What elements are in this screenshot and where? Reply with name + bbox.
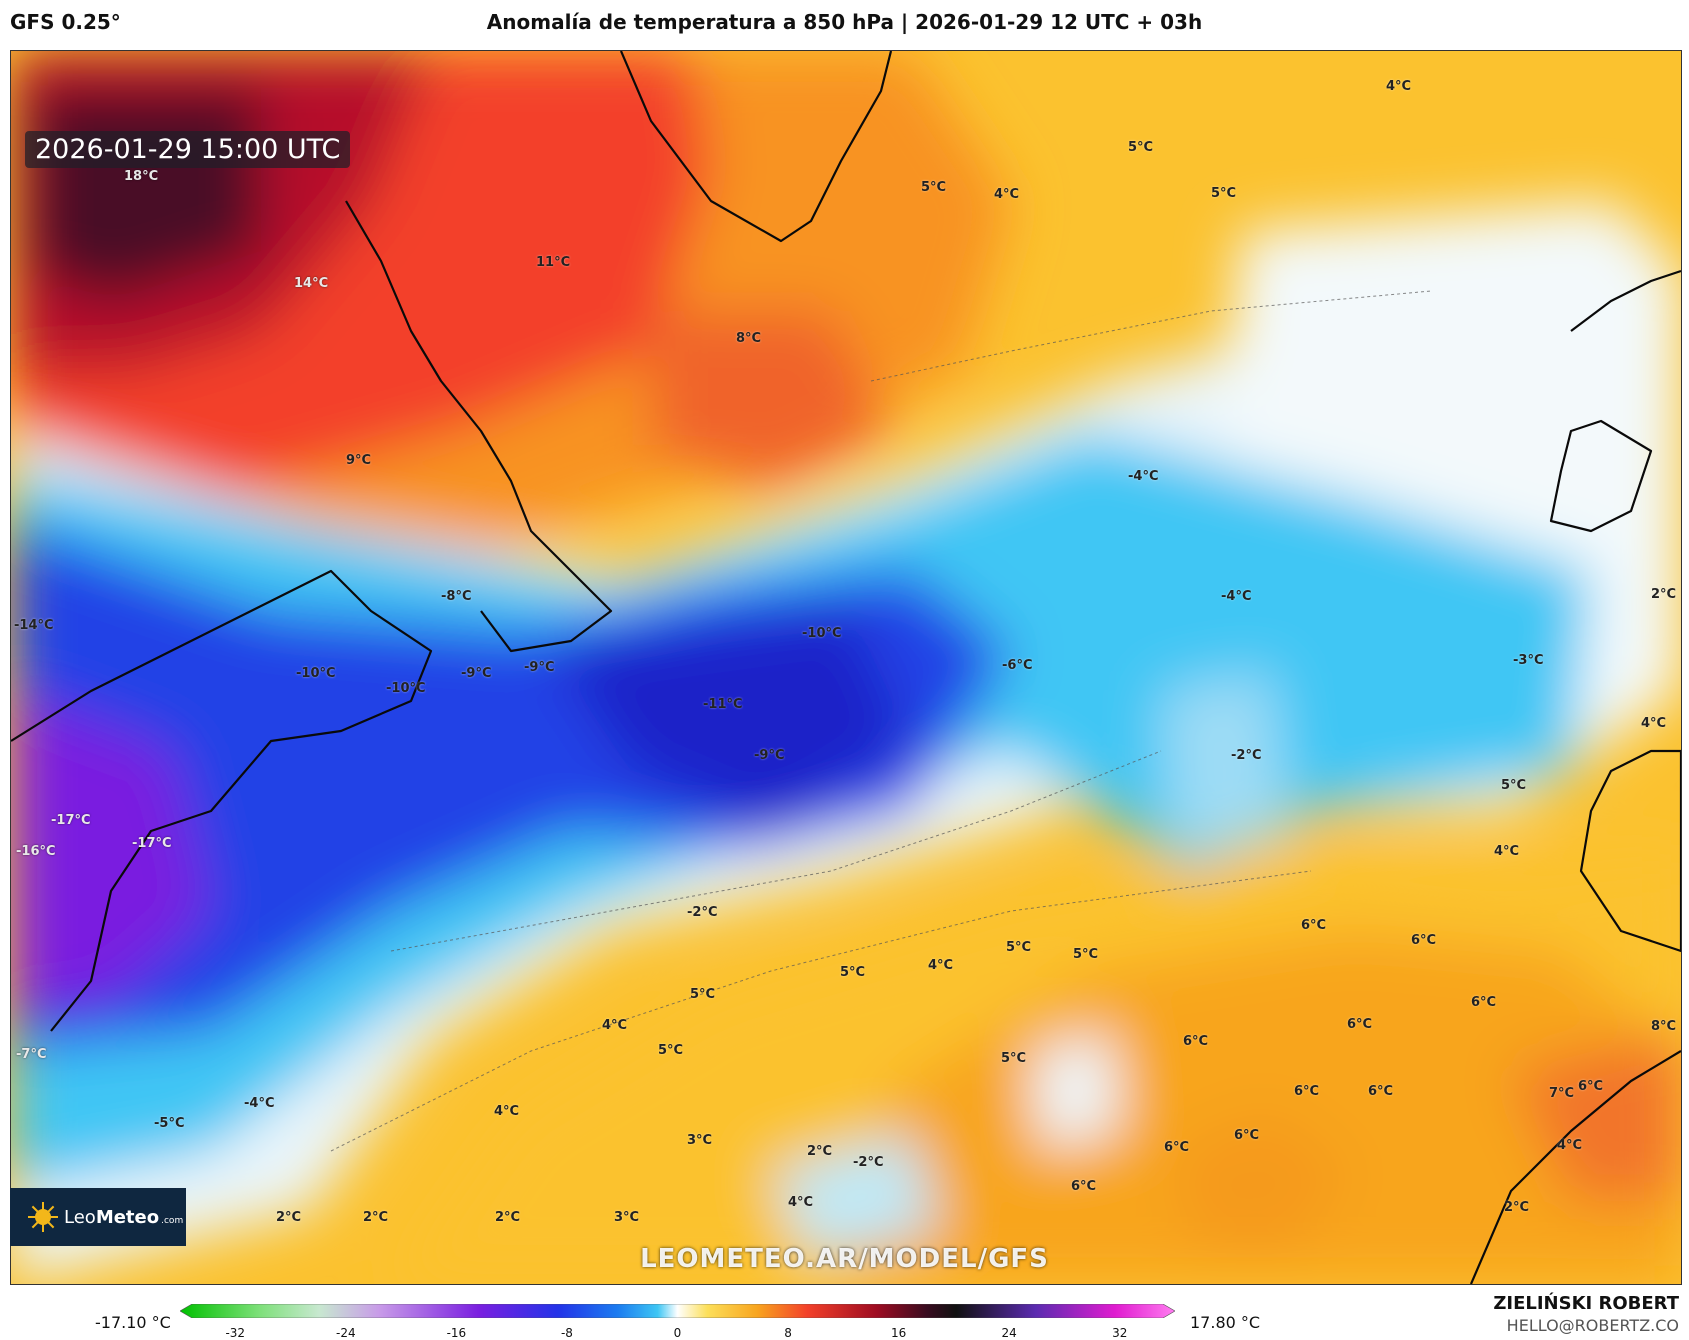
temperature-label: 6°C bbox=[1411, 933, 1437, 948]
scale-tick-label: 24 bbox=[1001, 1326, 1017, 1340]
temperature-label: 4°C bbox=[602, 1018, 628, 1033]
scale-tick-label: -24 bbox=[336, 1326, 356, 1340]
temperature-label: 5°C bbox=[840, 965, 866, 980]
temperature-label: 5°C bbox=[1006, 940, 1032, 955]
temperature-label: -17°C bbox=[132, 836, 172, 851]
temperature-label: 5°C bbox=[1128, 140, 1154, 155]
temperature-label: 6°C bbox=[1294, 1084, 1320, 1099]
temperature-label: 4°C bbox=[994, 187, 1020, 202]
temperature-label: -9°C bbox=[524, 660, 555, 675]
temperature-label: 4°C bbox=[1641, 716, 1667, 731]
temperature-label: 4°C bbox=[928, 958, 954, 973]
temperature-label: 8°C bbox=[736, 331, 762, 346]
temperature-label: -10°C bbox=[386, 681, 426, 696]
temperature-label: 6°C bbox=[1578, 1079, 1604, 1094]
temperature-label: 5°C bbox=[1501, 778, 1527, 793]
scale-max-value: 17.80 °C bbox=[1190, 1313, 1261, 1332]
temperature-anomaly-map[interactable]: 18°C 14°C 11°C 8°C 9°C 5°C 4°C 5°C 5°C 4°C -4°C -4°… bbox=[10, 50, 1682, 1285]
scale-tick-label: 8 bbox=[784, 1326, 792, 1340]
temperature-label: -4°C bbox=[1128, 469, 1159, 484]
temperature-label: -4°C bbox=[244, 1096, 275, 1111]
temperature-label: -6°C bbox=[1002, 658, 1033, 673]
temperature-label: -16°C bbox=[16, 844, 56, 859]
temperature-label: 6°C bbox=[1471, 995, 1497, 1010]
temperature-label: -14°C bbox=[14, 618, 54, 633]
temperature-label: 5°C bbox=[690, 987, 716, 1002]
scale-tick-label: -16 bbox=[446, 1326, 467, 1340]
temperature-label: 2°C bbox=[276, 1210, 302, 1225]
temperature-label: 6°C bbox=[1234, 1128, 1260, 1143]
temperature-label: 4°C bbox=[788, 1195, 814, 1210]
temperature-label: 6°C bbox=[1368, 1084, 1394, 1099]
temperature-label: -9°C bbox=[754, 748, 785, 763]
temperature-label: 4°C bbox=[1557, 1138, 1583, 1153]
temperature-label: 3°C bbox=[687, 1133, 713, 1148]
temperature-label: 6°C bbox=[1183, 1034, 1209, 1049]
temperature-label: 3°C bbox=[614, 1210, 640, 1225]
watermark-url: LEOMETEO.AR/MODEL/GFS bbox=[640, 1244, 1049, 1274]
temperature-label: 6°C bbox=[1164, 1140, 1190, 1155]
temperature-label: 5°C bbox=[921, 180, 947, 195]
map-field bbox=[11, 51, 1681, 1284]
color-scale-bar bbox=[180, 1304, 1175, 1318]
temperature-label: 11°C bbox=[536, 255, 571, 270]
temperature-label: 7°C bbox=[1549, 1086, 1575, 1101]
temperature-label: 4°C bbox=[1494, 844, 1520, 859]
temperature-label: 9°C bbox=[346, 453, 372, 468]
temperature-label: 4°C bbox=[1386, 79, 1412, 94]
scale-tick-label: 16 bbox=[890, 1326, 907, 1340]
temperature-label: -11°C bbox=[703, 697, 743, 712]
temperature-label: -4°C bbox=[1221, 589, 1252, 604]
temperature-label: 5°C bbox=[1211, 186, 1237, 201]
temperature-label: 8°C bbox=[1651, 1019, 1677, 1034]
temperature-label: 6°C bbox=[1071, 1179, 1097, 1194]
temperature-label: 18°C bbox=[124, 169, 159, 184]
temperature-label: 2°C bbox=[363, 1210, 389, 1225]
temperature-label: -3°C bbox=[1513, 653, 1544, 668]
temperature-label: 6°C bbox=[1301, 918, 1327, 933]
temperature-label: -10°C bbox=[802, 626, 842, 641]
temperature-label: 2°C bbox=[807, 1144, 833, 1159]
temperature-label: -2°C bbox=[853, 1155, 884, 1170]
temperature-label: 6°C bbox=[1347, 1017, 1373, 1032]
temperature-label: 5°C bbox=[658, 1043, 684, 1058]
temperature-label: 2°C bbox=[1504, 1200, 1530, 1215]
scale-tick-label: 0 bbox=[673, 1326, 682, 1340]
model-name: GFS 0.25° bbox=[10, 10, 121, 34]
logo-text: LeoMeteo .com bbox=[64, 1206, 184, 1228]
temperature-label: -10°C bbox=[296, 666, 336, 681]
sun-icon bbox=[28, 1202, 58, 1232]
temperature-label: 5°C bbox=[1001, 1051, 1027, 1066]
author-email[interactable]: HELLO@ROBERTZ.CO bbox=[1506, 1316, 1679, 1335]
author-name: ZIELIŃSKI ROBERT bbox=[1493, 1293, 1679, 1314]
temperature-label: -9°C bbox=[461, 666, 492, 681]
temperature-label: -17°C bbox=[51, 813, 91, 828]
temperature-label: 5°C bbox=[1073, 947, 1099, 962]
scale-tick-label: -32 bbox=[225, 1326, 246, 1340]
temperature-label: 4°C bbox=[494, 1104, 520, 1119]
temperature-label: -2°C bbox=[1231, 748, 1262, 763]
temperature-label: -2°C bbox=[687, 905, 718, 920]
temperature-label: -5°C bbox=[154, 1116, 185, 1131]
temperature-label: 2°C bbox=[1651, 587, 1677, 602]
scale-tick-label: -8 bbox=[560, 1326, 573, 1340]
temperature-label: 14°C bbox=[294, 276, 329, 291]
map-title: Anomalía de temperatura a 850 hPa | 2026… bbox=[486, 10, 1203, 34]
scale-tick-label: 32 bbox=[1112, 1326, 1128, 1340]
valid-time-badge: 2026-01-29 15:00 UTC bbox=[25, 131, 351, 168]
temperature-label: 2°C bbox=[495, 1210, 521, 1225]
leometeo-logo[interactable]: LeoMeteo .com bbox=[10, 1188, 186, 1246]
temperature-label: -7°C bbox=[16, 1047, 47, 1062]
temperature-label: -8°C bbox=[441, 589, 472, 604]
scale-min-value: -17.10 °C bbox=[95, 1313, 171, 1332]
